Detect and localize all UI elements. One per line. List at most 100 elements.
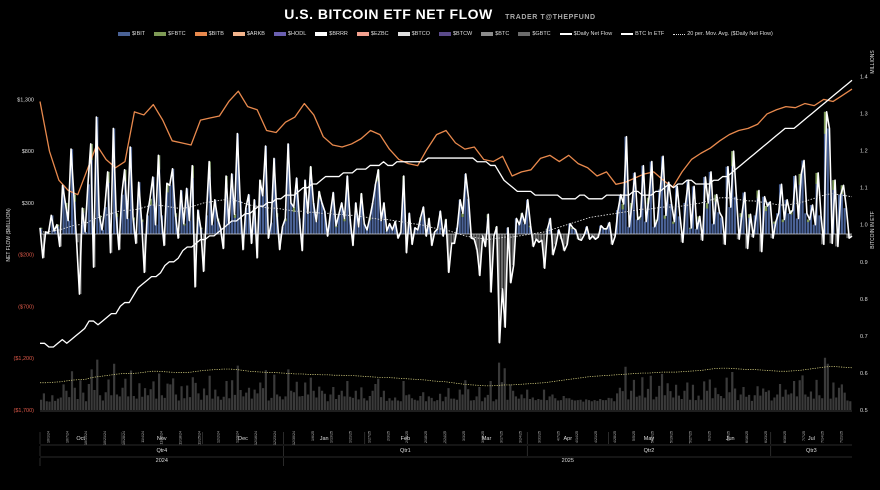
volume-bar (394, 397, 397, 410)
legend-label: $BITB (208, 31, 224, 37)
volume-bar (385, 400, 388, 411)
legend-swatch (673, 33, 686, 35)
flow-bar-segment (621, 203, 624, 210)
volume-bar (559, 400, 562, 411)
flow-bar (579, 234, 582, 241)
flow-bar (450, 234, 453, 244)
flow-bar (438, 211, 442, 234)
volume-bar (214, 389, 217, 411)
volume-bar (93, 390, 96, 410)
flow-bar (264, 146, 267, 234)
volume-bar (127, 396, 130, 411)
volume-bar (453, 398, 456, 411)
flow-bar (644, 221, 647, 234)
volume-bar (273, 374, 276, 411)
flow-bar (183, 223, 186, 234)
volume-bar (174, 394, 178, 410)
flow-bar (646, 197, 650, 234)
chart-subtitle: TRADER T@THEPFUND (505, 14, 596, 21)
volume-bar (604, 400, 607, 411)
date-tick-label: 11/18/24 (179, 431, 183, 445)
flow-bar (700, 234, 703, 241)
flow-bar (337, 214, 341, 234)
flow-bar (705, 202, 709, 234)
volume-bar (62, 384, 65, 411)
volume-bar (295, 381, 298, 410)
legend-item: $BTCO (397, 31, 430, 37)
flow-bar (385, 230, 388, 234)
volume-bar (787, 394, 790, 410)
flow-bar-segment (823, 111, 827, 134)
volume-bar (672, 397, 675, 410)
left-tick-label: ($1,200) (14, 356, 35, 362)
x-axis: 10/1/24 10/7/24 10/14/24 10/21/24 10/28/24 11… (39, 410, 852, 466)
volume-bar (346, 381, 349, 410)
volume-bar (379, 397, 383, 411)
volume-bar (416, 400, 419, 410)
flow-bar (660, 156, 664, 234)
volume-bar (526, 389, 529, 411)
legend-label: $ARKB (246, 31, 265, 37)
volume-bar (399, 401, 402, 410)
quarter-label: Qtr1 (400, 448, 411, 454)
flow-bar (759, 234, 762, 252)
volume-bar (261, 388, 265, 411)
chart-title-text: U.S. BITCOIN ETF NET FLOW (284, 6, 493, 22)
flow-bar (172, 168, 175, 234)
volume-bar (160, 395, 164, 410)
volume-bar (497, 362, 501, 411)
volume-bar (79, 380, 82, 410)
flow-bar (436, 228, 439, 234)
volume-bar (143, 388, 147, 411)
volume-bar (250, 398, 253, 411)
btc-in-etf-line (40, 79, 853, 348)
volume-bar (360, 387, 363, 411)
flow-bar (537, 234, 540, 243)
volume-bar (579, 399, 582, 410)
volume-bar (804, 394, 807, 410)
month-label: Apr (564, 436, 573, 442)
date-tick-label: 10/14/24 (84, 431, 88, 445)
flow-bar (65, 202, 68, 234)
flow-bar-segment (571, 227, 574, 229)
volume-bar (528, 399, 532, 410)
left-tick-label: ($1,700) (14, 408, 35, 414)
flow-bar (767, 201, 770, 234)
flow-bar (217, 218, 220, 234)
volume-bar (217, 396, 220, 411)
flow-bar (287, 143, 290, 234)
volume-bar (531, 397, 534, 410)
volume-bar (554, 398, 557, 410)
flow-bar-segment (731, 151, 734, 167)
legend-item: $IBIT (118, 31, 145, 37)
flow-bar (329, 213, 332, 234)
legend-item: $GBTC (518, 31, 551, 37)
volume-bar (141, 396, 144, 410)
flow-bar (245, 208, 248, 234)
volume-bar (666, 383, 669, 410)
flow-bar-segment (739, 213, 742, 218)
volume-bar (722, 398, 725, 410)
volume-bar (514, 396, 518, 411)
legend-item: $HODL (273, 31, 306, 37)
flow-bar (360, 193, 363, 234)
flow-bar (152, 177, 155, 234)
legend-item: $ARKB (232, 31, 265, 37)
volume-bar (202, 388, 206, 410)
volume-bar (601, 400, 605, 411)
volume-bar (245, 392, 248, 411)
volume-bar (349, 396, 352, 410)
volume-bar (276, 394, 279, 410)
volume-bar (191, 377, 194, 410)
volume-bar (335, 399, 338, 410)
flow-bar (764, 206, 768, 234)
volume-bar (759, 395, 762, 411)
flow-bar (632, 172, 636, 234)
flow-bar (124, 169, 127, 234)
volume-bar (840, 384, 843, 411)
volume-bar (545, 400, 548, 411)
volume-bar (660, 373, 664, 411)
date-tick-label: 2/3/25 (386, 431, 390, 441)
flow-bar (624, 136, 627, 234)
flow-bar (627, 226, 630, 234)
